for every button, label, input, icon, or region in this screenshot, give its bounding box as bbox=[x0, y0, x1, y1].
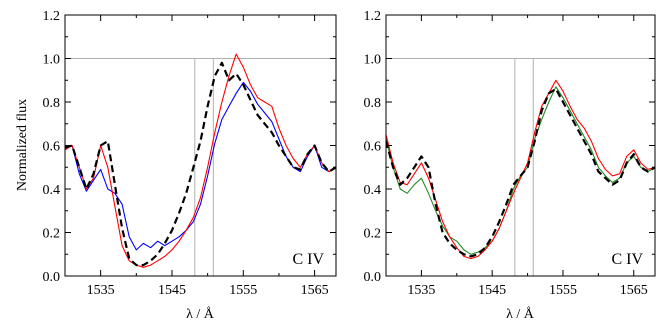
panel-right: 1535 1545 1555 1565 0.0 0.2 0.4 0.6 0.8 1.0 1.2 C I… bbox=[364, 9, 656, 298]
plot-frame bbox=[385, 14, 656, 277]
y-tick-label: 0.8 bbox=[43, 96, 61, 111]
x-tick-label: 1555 bbox=[229, 283, 257, 298]
y-tick-label: 0.4 bbox=[364, 183, 382, 198]
x-tick-label: 1555 bbox=[549, 283, 577, 298]
line-annotation: C IV bbox=[292, 251, 324, 268]
y-tick-label: 0.2 bbox=[364, 227, 382, 242]
series-line-1 bbox=[386, 79, 655, 260]
series-group bbox=[386, 79, 655, 260]
series-line-2 bbox=[65, 61, 336, 267]
panel-left: 1535 1545 1555 1565 0.0 0.2 0.4 0.6 0.8 1.0 1.2 C I… bbox=[43, 9, 337, 298]
plot-frame bbox=[64, 14, 337, 277]
y-tick-label: 0.0 bbox=[364, 270, 382, 285]
y-tick-label: 0.6 bbox=[43, 140, 61, 155]
series-line-0 bbox=[65, 81, 336, 251]
y-tick-label: 1.0 bbox=[364, 53, 382, 68]
series-group bbox=[65, 53, 336, 268]
y-tick-label: 1.2 bbox=[43, 9, 61, 24]
y-tick-label: 0.8 bbox=[364, 96, 382, 111]
y-tick-label: 0.6 bbox=[364, 140, 382, 155]
y-axis-title: Normalized flux bbox=[15, 99, 30, 191]
y-tick-label: 1.2 bbox=[364, 9, 382, 24]
y-tick-label: 0.0 bbox=[43, 270, 61, 285]
y-tick-label: 1.0 bbox=[43, 53, 61, 68]
series-line-1 bbox=[65, 53, 336, 268]
x-tick-label: 1565 bbox=[301, 283, 329, 298]
x-tick-label: 1535 bbox=[407, 283, 435, 298]
x-tick-label: 1545 bbox=[478, 283, 506, 298]
x-tick-label: 1545 bbox=[158, 283, 186, 298]
series-line-2 bbox=[386, 87, 655, 258]
y-tick-label: 0.4 bbox=[43, 183, 61, 198]
line-annotation: C IV bbox=[611, 251, 643, 268]
x-axis-title-right: λ / Å bbox=[506, 306, 535, 322]
x-tick-label: 1535 bbox=[87, 283, 115, 298]
x-axis-title-left: λ / Å bbox=[186, 306, 215, 322]
series-line-0 bbox=[386, 86, 655, 255]
y-tick-label: 0.2 bbox=[43, 227, 61, 242]
x-tick-label: 1565 bbox=[620, 283, 648, 298]
